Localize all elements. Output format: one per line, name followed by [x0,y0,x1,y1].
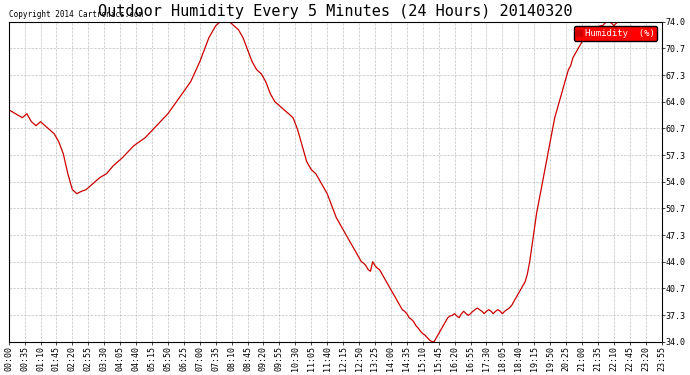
Title: Outdoor Humidity Every 5 Minutes (24 Hours) 20140320: Outdoor Humidity Every 5 Minutes (24 Hou… [98,4,573,19]
Text: Copyright 2014 Cartronics.com: Copyright 2014 Cartronics.com [9,9,143,18]
Legend: Humidity  (%): Humidity (%) [574,26,657,40]
